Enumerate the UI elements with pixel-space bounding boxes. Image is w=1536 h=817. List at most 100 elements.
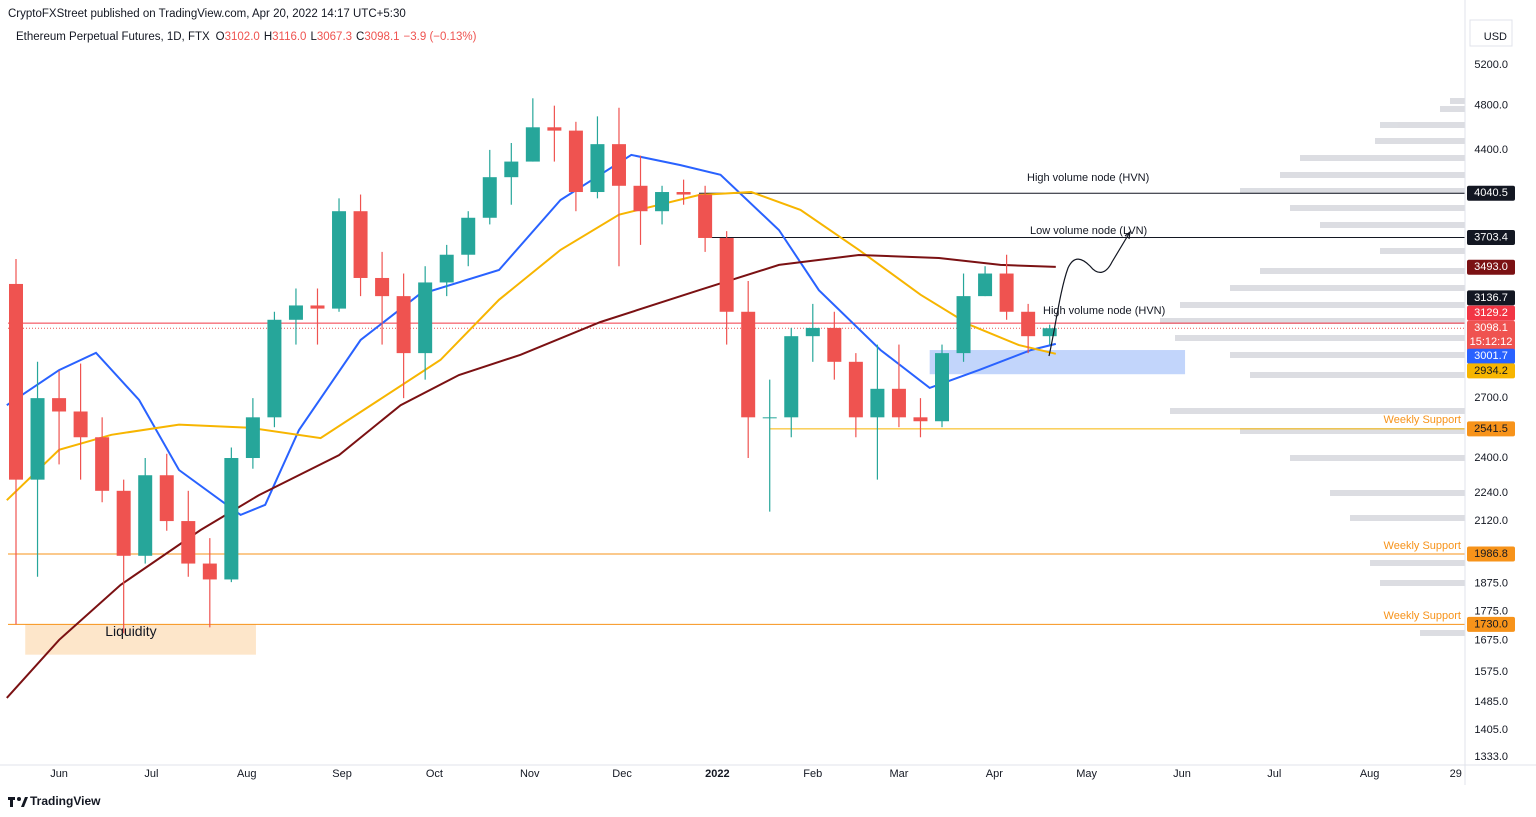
volume-profile-bar xyxy=(1180,302,1465,308)
candle-body xyxy=(611,144,626,186)
candle-body xyxy=(547,127,562,131)
ohlc-key: H xyxy=(264,31,272,43)
annotation: Weekly Support xyxy=(1384,540,1461,552)
price-tag xyxy=(1467,320,1515,351)
price-tag xyxy=(1467,290,1515,306)
zone xyxy=(25,624,256,655)
candle-body xyxy=(181,521,196,564)
volume-profile-bar xyxy=(1300,155,1465,161)
candle-body xyxy=(891,388,906,418)
volume-profile-bar xyxy=(1380,122,1465,128)
y-tick-label: 4400.0 xyxy=(1474,144,1508,156)
volume-profile-bar xyxy=(1370,560,1465,566)
candles xyxy=(8,98,1057,634)
x-tick-label: Mar xyxy=(889,768,908,780)
volume-profile xyxy=(1160,98,1465,636)
volume-profile-bar xyxy=(1440,106,1465,112)
volume-profile-bar xyxy=(1320,222,1465,228)
price-tag xyxy=(1467,363,1515,379)
price-tag-label: 2541.5 xyxy=(1474,423,1508,435)
annotation: High volume node (HVN) xyxy=(1027,172,1149,184)
publisher: CryptoFXStreet published on TradingView.… xyxy=(8,8,406,20)
projection-path xyxy=(1048,231,1131,357)
candle-body xyxy=(719,237,734,312)
volume-profile-bar xyxy=(1330,490,1465,496)
footer-brand: TradingView xyxy=(30,794,101,808)
ohlc-value: 3098.1 xyxy=(364,31,399,43)
candle-body xyxy=(310,305,325,309)
volume-profile-bar xyxy=(1230,285,1465,291)
ohlc-value: 3067.3 xyxy=(317,31,352,43)
ohlc-key: C xyxy=(356,31,364,43)
y-tick-label: 1875.0 xyxy=(1474,577,1508,589)
candle-body xyxy=(353,211,368,278)
candle-body xyxy=(138,475,153,556)
candle-body xyxy=(590,144,605,193)
currency-box xyxy=(1469,19,1513,47)
y-tick-label: 1485.0 xyxy=(1474,696,1508,708)
price-tag-label: 3703.4 xyxy=(1474,231,1508,243)
y-tick-label: 1775.0 xyxy=(1474,605,1508,617)
candle-body xyxy=(159,475,174,522)
x-tick-label: May xyxy=(1076,768,1097,780)
ohlc-key: O xyxy=(216,31,225,43)
candle-body xyxy=(633,185,648,212)
candle-body xyxy=(698,194,713,238)
volume-profile-bar xyxy=(1450,98,1465,104)
price-tag xyxy=(1467,230,1515,246)
candle-body xyxy=(848,361,863,418)
price-tag-label: 3493.0 xyxy=(1474,261,1508,273)
candle-body xyxy=(288,305,303,320)
y-tick-label: 2700.0 xyxy=(1474,392,1508,404)
candle-body xyxy=(1042,328,1057,337)
candle-body xyxy=(8,283,23,480)
candle-body xyxy=(741,311,756,418)
y-tick-label: 2120.0 xyxy=(1474,515,1508,527)
logo-part xyxy=(21,797,28,807)
symbol-name: Ethereum Perpetual Futures, 1D, FTX xyxy=(16,31,210,43)
y-tick-label: 1675.0 xyxy=(1474,635,1508,647)
candle-body xyxy=(375,277,390,297)
zone-label: Liquidity xyxy=(105,623,156,639)
price-tag xyxy=(1467,185,1515,201)
price-tag xyxy=(1467,259,1515,275)
volume-profile-bar xyxy=(1280,172,1465,178)
y-tick-label: 4800.0 xyxy=(1474,100,1508,112)
volume-profile-bar xyxy=(1230,352,1465,358)
volume-profile-bar xyxy=(1175,335,1465,341)
ohlc-key: L xyxy=(310,31,317,43)
candle-body xyxy=(439,254,454,283)
price-tag-label: 3098.1 xyxy=(1474,322,1508,334)
price-tag-label: 1730.0 xyxy=(1474,618,1508,630)
candle-body xyxy=(827,327,842,362)
x-tick-label: Aug xyxy=(237,768,257,780)
x-tick-label: Nov xyxy=(520,768,540,780)
x-tick-label: Jul xyxy=(144,768,158,780)
candle-body xyxy=(504,161,519,178)
candle-body xyxy=(482,177,497,218)
price-tags: 4040.5 3703.4 3493.0 3136.7 3129.2 3098.1 15:1… xyxy=(1467,185,1515,632)
candle-body xyxy=(978,273,993,297)
price-tag-label: 1986.8 xyxy=(1474,548,1508,560)
projection-arrow xyxy=(1124,230,1131,240)
candle-body xyxy=(418,282,433,354)
levels xyxy=(8,192,1465,625)
ohlc-value: 3102.0 xyxy=(225,31,260,43)
x-tick-label: Sep xyxy=(332,768,352,780)
candle-body xyxy=(1021,311,1036,337)
x-tick-label: Aug xyxy=(1360,768,1380,780)
candle-body xyxy=(999,273,1014,312)
y-tick-label: 2400.0 xyxy=(1474,452,1508,464)
candle-body xyxy=(870,388,885,418)
candle-body xyxy=(396,296,411,354)
volume-profile-bar xyxy=(1160,318,1465,324)
candle-body xyxy=(525,127,540,162)
candle-body xyxy=(95,437,110,491)
logo-part xyxy=(10,797,13,807)
candle-body xyxy=(245,417,260,459)
y-tick-label: 1405.0 xyxy=(1474,724,1508,736)
y-tick-label: 1333.0 xyxy=(1474,751,1508,763)
x-tick-label: Feb xyxy=(803,768,822,780)
volume-profile-bar xyxy=(1375,138,1465,144)
